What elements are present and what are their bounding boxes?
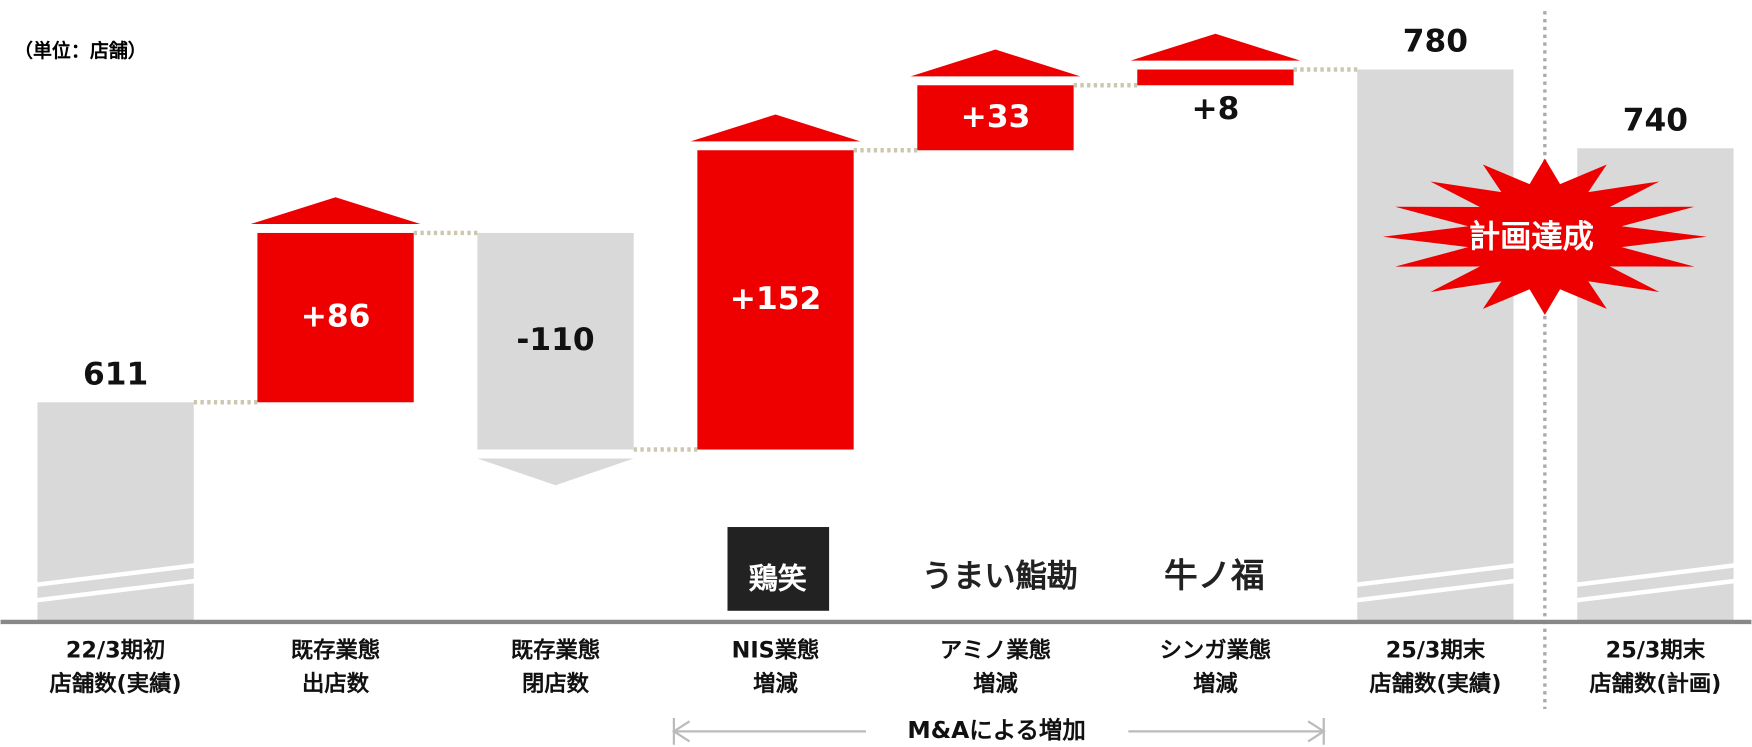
x-tick-label: シンガ業態: [1160, 636, 1272, 663]
x-tick-label: 既存業態: [291, 636, 380, 663]
arrow-head: [477, 458, 634, 486]
bar: [1137, 69, 1294, 86]
x-tick-label: アミノ業態: [940, 636, 1051, 663]
bar: [697, 150, 854, 450]
arrow-head: [910, 49, 1081, 77]
bracket-label: M&Aによる増加: [907, 716, 1085, 744]
value-label: +8: [1191, 91, 1239, 127]
arrow-head: [690, 114, 861, 142]
badge-text: 計画達成: [1469, 218, 1594, 255]
value-label: +33: [961, 99, 1031, 135]
brand: 鶏笑: [749, 562, 807, 596]
unit-note: （単位：店舗）: [14, 39, 147, 62]
bracket-arrow: [1307, 720, 1326, 743]
axis-break: [1563, 577, 1748, 605]
value-label: 780: [1403, 24, 1468, 60]
x-tick-label: 25/3期末: [1606, 637, 1706, 663]
bar: [477, 232, 634, 450]
x-tick-label: 既存業態: [511, 636, 600, 663]
x-tick-label: NIS業態: [732, 636, 820, 663]
axis-break: [1343, 561, 1528, 589]
badge-burst: [1382, 158, 1707, 315]
bar: [37, 402, 194, 621]
value-label: -110: [516, 322, 594, 358]
axis-break: [1563, 561, 1748, 589]
x-tick-label: 22/3期初: [66, 636, 165, 663]
x-tick-label: 増減: [1193, 670, 1238, 697]
x-tick-label: 増減: [753, 670, 798, 697]
arrow-head: [250, 197, 421, 225]
axis-break: [23, 577, 208, 605]
x-tick-label: 店舗数(実績): [1369, 670, 1501, 697]
value-label: +152: [730, 281, 821, 317]
logo-box: [727, 527, 830, 611]
bar: [1357, 69, 1514, 621]
bar: [917, 85, 1074, 151]
x-tick-label: 店舗数(実績): [50, 670, 182, 697]
x-tick-label: 閉店数: [522, 671, 590, 697]
arrow-head: [1130, 33, 1301, 61]
value-label: +86: [301, 299, 371, 335]
x-tick-label: 増減: [973, 670, 1018, 697]
x-tick-label: 店舗数(計画): [1589, 670, 1721, 697]
axis-break: [1343, 577, 1528, 605]
value-label: 611: [83, 356, 148, 392]
axis-break: [23, 561, 208, 589]
bar: [257, 232, 414, 403]
brand: 牛ノ福: [1164, 556, 1264, 595]
x-tick-label: 25/3期末: [1386, 637, 1486, 663]
value-label: 740: [1623, 102, 1688, 138]
brand: うまい鮨勘: [922, 558, 1078, 594]
x-tick-label: 出店数: [302, 671, 370, 697]
bracket-arrow: [671, 720, 691, 743]
